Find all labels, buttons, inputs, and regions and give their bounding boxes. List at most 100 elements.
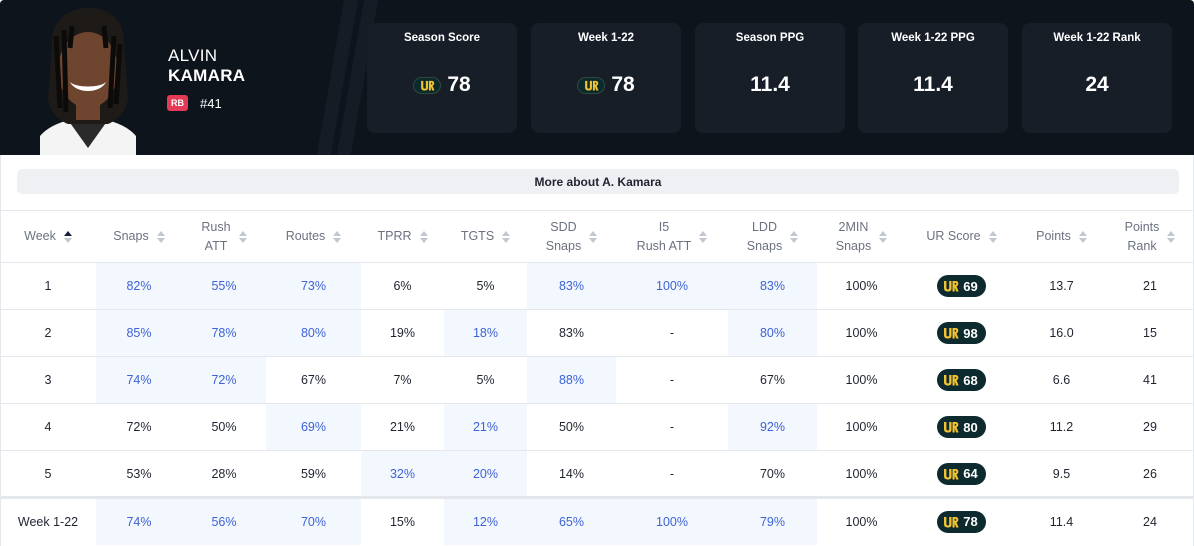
ur-logo-icon	[944, 375, 959, 386]
table-cell: 82%	[96, 262, 182, 310]
table-body: 1 82% 55% 73% 6% 5% 83% 100% 83% 100% 69 13.7 21 2 85%…	[0, 262, 1194, 545]
column-header-label: Points Rank	[1125, 218, 1160, 256]
sort-arrows-icon[interactable]	[1078, 230, 1087, 243]
column-header-inner: Points Rank	[1106, 218, 1194, 256]
column-header[interactable]: Week	[0, 210, 96, 263]
sort-arrows-icon[interactable]	[988, 230, 997, 243]
column-header-line1: TPRR	[377, 229, 412, 243]
column-header[interactable]: SDD Snaps	[527, 210, 616, 263]
column-header-label: 2MIN Snaps	[836, 218, 871, 256]
table-cell: 67%	[728, 356, 817, 404]
column-header-label: Week	[24, 227, 56, 246]
more-about-button[interactable]: More about A. Kamara	[17, 169, 1179, 194]
sort-arrows-icon[interactable]	[589, 230, 598, 243]
column-header[interactable]: I5 Rush ATT	[616, 210, 728, 263]
table-total-row: Week 1-22 74% 56% 70% 15% 12% 65% 100% 79% 100% 78…	[0, 496, 1194, 545]
column-header[interactable]: Rush ATT	[182, 210, 266, 263]
column-header-line1: Points	[1124, 219, 1160, 234]
table-cell: 74%	[96, 496, 182, 545]
table-row: 4 72% 50% 69% 21% 21% 50% -92% 100% 80 11.2 29	[0, 403, 1194, 451]
table-cell: 18%	[444, 309, 527, 357]
sort-arrows-icon[interactable]	[63, 230, 72, 243]
table-row: 1 82% 55% 73% 6% 5% 83% 100% 83% 100% 69 13.7 21	[0, 262, 1194, 310]
sort-arrows-icon[interactable]	[790, 230, 799, 243]
column-header-line1: Week	[24, 229, 56, 243]
sort-arrows-icon[interactable]	[333, 230, 342, 243]
table-cell: 5%	[444, 356, 527, 404]
column-header-inner: 2MIN Snaps	[817, 218, 906, 256]
table-cell: 12%	[444, 496, 527, 545]
table-row: 2 85% 78% 80% 19% 18% 83% -80% 100% 98 16.0 15	[0, 309, 1194, 357]
column-header[interactable]: Points Rank	[1106, 210, 1194, 263]
ur-score-pill: 68	[937, 369, 986, 391]
table-cell: 98	[906, 309, 1017, 357]
table-cell: 80	[906, 403, 1017, 451]
sort-arrows-icon[interactable]	[1167, 230, 1176, 243]
column-header-inner: Week	[0, 227, 96, 246]
table-row: 5 53% 28% 59% 32% 20% 14% -70% 100% 64 9.5 26	[0, 450, 1194, 498]
table-cell: -	[616, 450, 728, 498]
table-cell: 19%	[361, 309, 444, 357]
ur-logo-icon	[584, 80, 599, 91]
table-cell: 4	[0, 403, 96, 451]
player-name: ALVIN KAMARA	[168, 46, 245, 86]
table-cell: 100%	[817, 309, 906, 357]
table-cell: 5%	[444, 262, 527, 310]
table-cell: 70%	[266, 496, 361, 545]
stat-value-row: 78	[531, 73, 681, 97]
sort-arrows-icon[interactable]	[238, 230, 247, 243]
table-cell: 64	[906, 450, 1017, 498]
table-cell: 78%	[182, 309, 266, 357]
table-cell: 14%	[527, 450, 616, 498]
stat-label: Season Score	[403, 32, 481, 44]
sort-arrows-icon[interactable]	[419, 230, 428, 243]
table-cell: 100%	[817, 496, 906, 545]
column-header-label: SDD Snaps	[546, 218, 581, 256]
sort-arrows-icon[interactable]	[502, 230, 511, 243]
stat-value-row: 24	[1022, 73, 1172, 97]
table-cell: 21%	[444, 403, 527, 451]
column-header[interactable]: Points	[1017, 210, 1106, 263]
sort-arrows-icon[interactable]	[699, 230, 708, 243]
table-cell: 50%	[182, 403, 266, 451]
table-cell: 28%	[182, 450, 266, 498]
table-cell: 1	[0, 262, 96, 310]
table-cell: 6%	[361, 262, 444, 310]
sort-arrows-icon[interactable]	[156, 230, 165, 243]
column-header[interactable]: 2MIN Snaps	[817, 210, 906, 263]
ur-score-pill: 80	[937, 416, 986, 438]
table-cell: -	[616, 356, 728, 404]
ur-score-pill: 69	[937, 275, 986, 297]
player-header: ALVIN KAMARA RB #41 Season Score 78 Week 1…	[0, 0, 1194, 155]
column-header[interactable]: UR Score	[906, 210, 1017, 263]
sort-arrows-icon[interactable]	[879, 230, 888, 243]
table-cell: 24	[1106, 496, 1194, 545]
stat-label: Week 1-22 PPG	[891, 32, 975, 44]
table-cell: 29	[1106, 403, 1194, 451]
stat-value: 78	[611, 73, 635, 96]
column-header[interactable]: Snaps	[96, 210, 182, 263]
table-cell: 16.0	[1017, 309, 1106, 357]
column-header-inner: TGTS	[444, 227, 527, 246]
column-header-line1: Points	[1036, 229, 1071, 243]
column-header-line2: Rank	[1127, 238, 1157, 253]
ur-logo-badge	[413, 76, 442, 94]
column-header[interactable]: TGTS	[444, 210, 527, 263]
column-header-inner: Snaps	[96, 227, 182, 246]
column-header-line2: Rush ATT	[636, 238, 692, 253]
column-header[interactable]: LDD Snaps	[728, 210, 817, 263]
stat-card: Season Score 78	[367, 23, 517, 133]
column-header-label: UR Score	[926, 227, 980, 246]
table-cell: 83%	[728, 262, 817, 310]
column-header-label: I5 Rush ATT	[637, 218, 692, 256]
table-cell: 100%	[616, 496, 728, 545]
column-header[interactable]: TPRR	[361, 210, 444, 263]
column-header-line1: 2MIN	[838, 219, 869, 234]
column-header-line1: UR Score	[926, 229, 981, 243]
stat-label: Season PPG	[735, 32, 805, 44]
column-header[interactable]: Routes	[266, 210, 361, 263]
column-header-inner: Routes	[266, 227, 361, 246]
jersey-number: #41	[200, 95, 222, 111]
table-cell: 70%	[728, 450, 817, 498]
table-cell: 21	[1106, 262, 1194, 310]
